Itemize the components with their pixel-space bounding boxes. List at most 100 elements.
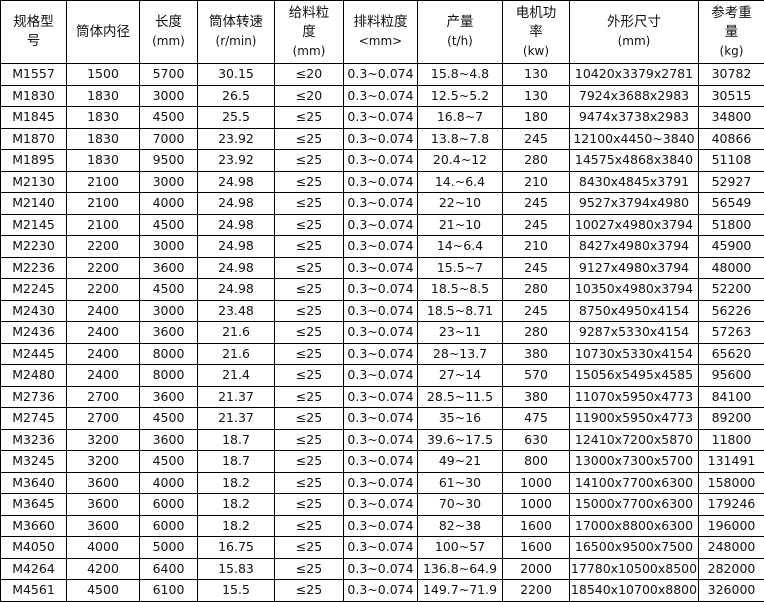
table-cell: 3000 xyxy=(140,236,198,258)
table-cell: M4561 xyxy=(1,580,67,602)
table-cell: 7000 xyxy=(140,128,198,150)
table-cell: 9474x3738x2983 xyxy=(570,107,699,129)
table-cell: 30515 xyxy=(699,85,764,107)
table-cell: 800 xyxy=(503,451,570,473)
table-cell: 130 xyxy=(503,85,570,107)
table-cell: 1830 xyxy=(67,128,140,150)
table-cell: ≤25 xyxy=(275,408,344,430)
table-cell: 15.5 xyxy=(198,580,275,602)
table-cell: 20.4~12 xyxy=(418,150,503,172)
table-cell: 6400 xyxy=(140,558,198,580)
table-cell: 2400 xyxy=(67,322,140,344)
table-cell: 70~30 xyxy=(418,494,503,516)
table-cell: 0.3~0.074 xyxy=(344,85,418,107)
table-cell: ≤25 xyxy=(275,322,344,344)
table-cell: 65620 xyxy=(699,343,764,365)
table-cell: 22~10 xyxy=(418,193,503,215)
table-cell: ≤20 xyxy=(275,64,344,86)
table-cell: 4500 xyxy=(140,408,198,430)
table-cell: M4264 xyxy=(1,558,67,580)
table-cell: 35~16 xyxy=(418,408,503,430)
table-cell: 282000 xyxy=(699,558,764,580)
table-cell: ≤20 xyxy=(275,85,344,107)
table-cell: 4500 xyxy=(67,580,140,602)
table-cell: 2200 xyxy=(67,257,140,279)
table-cell: 136.8~64.9 xyxy=(418,558,503,580)
table-cell: 23.48 xyxy=(198,300,275,322)
column-header-line: 给料粒 xyxy=(275,4,343,23)
table-cell: 1600 xyxy=(503,537,570,559)
table-cell: 248000 xyxy=(699,537,764,559)
table-cell: 1500 xyxy=(67,64,140,86)
table-cell: 39.6~17.5 xyxy=(418,429,503,451)
column-header-line: (kw) xyxy=(503,42,569,61)
table-cell: 52200 xyxy=(699,279,764,301)
table-cell: 28.5~11.5 xyxy=(418,386,503,408)
table-cell: 2700 xyxy=(67,408,140,430)
table-cell: 0.3~0.074 xyxy=(344,429,418,451)
table-cell: 3600 xyxy=(67,515,140,537)
table-cell: 1600 xyxy=(503,515,570,537)
table-cell: 10420x3379x2781 xyxy=(570,64,699,86)
table-cell: 2400 xyxy=(67,343,140,365)
table-cell: 10027x4980x3794 xyxy=(570,214,699,236)
table-cell: 4000 xyxy=(140,472,198,494)
table-cell: ≤25 xyxy=(275,236,344,258)
table-cell: 3600 xyxy=(67,494,140,516)
table-cell: M2736 xyxy=(1,386,67,408)
table-cell: 15.83 xyxy=(198,558,275,580)
table-cell: 0.3~0.074 xyxy=(344,322,418,344)
table-cell: 18.2 xyxy=(198,494,275,516)
column-header-line: (mm) xyxy=(140,32,197,51)
table-cell: 0.3~0.074 xyxy=(344,537,418,559)
column-header-line: 号 xyxy=(1,32,66,51)
column-header: 长度(mm) xyxy=(140,1,198,64)
column-header: 电机功率(kw) xyxy=(503,1,570,64)
table-cell: ≤25 xyxy=(275,386,344,408)
table-cell: 3000 xyxy=(140,300,198,322)
column-header-line: 产量 xyxy=(418,13,502,32)
table-cell: ≤25 xyxy=(275,171,344,193)
table-cell: M2245 xyxy=(1,279,67,301)
table-cell: 15056x5495x4585 xyxy=(570,365,699,387)
table-cell: M3245 xyxy=(1,451,67,473)
table-cell: 1000 xyxy=(503,494,570,516)
table-cell: ≤25 xyxy=(275,515,344,537)
table-cell: 3600 xyxy=(67,472,140,494)
table-cell: 4000 xyxy=(67,537,140,559)
table-cell: ≤25 xyxy=(275,537,344,559)
table-cell: 21.4 xyxy=(198,365,275,387)
table-cell: 8000 xyxy=(140,343,198,365)
table-cell: 0.3~0.074 xyxy=(344,494,418,516)
table-cell: 1830 xyxy=(67,107,140,129)
table-cell: M2230 xyxy=(1,236,67,258)
table-cell: 21.37 xyxy=(198,408,275,430)
table-cell: M2130 xyxy=(1,171,67,193)
column-header-line: 筒体转速 xyxy=(198,13,274,32)
table-cell: 380 xyxy=(503,343,570,365)
table-cell: 27~14 xyxy=(418,365,503,387)
table-cell: 23.92 xyxy=(198,128,275,150)
table-cell: 280 xyxy=(503,322,570,344)
table-cell: 15000x7700x6300 xyxy=(570,494,699,516)
table-cell: M2436 xyxy=(1,322,67,344)
table-cell: 89200 xyxy=(699,408,764,430)
table-cell: ≤25 xyxy=(275,128,344,150)
table-cell: 45900 xyxy=(699,236,764,258)
table-cell: 3200 xyxy=(67,451,140,473)
table-cell: 16.8~7 xyxy=(418,107,503,129)
table-cell: 9500 xyxy=(140,150,198,172)
table-cell: M2140 xyxy=(1,193,67,215)
column-header-line: (mm) xyxy=(275,42,343,61)
column-header: 筒体转速(r/min) xyxy=(198,1,275,64)
